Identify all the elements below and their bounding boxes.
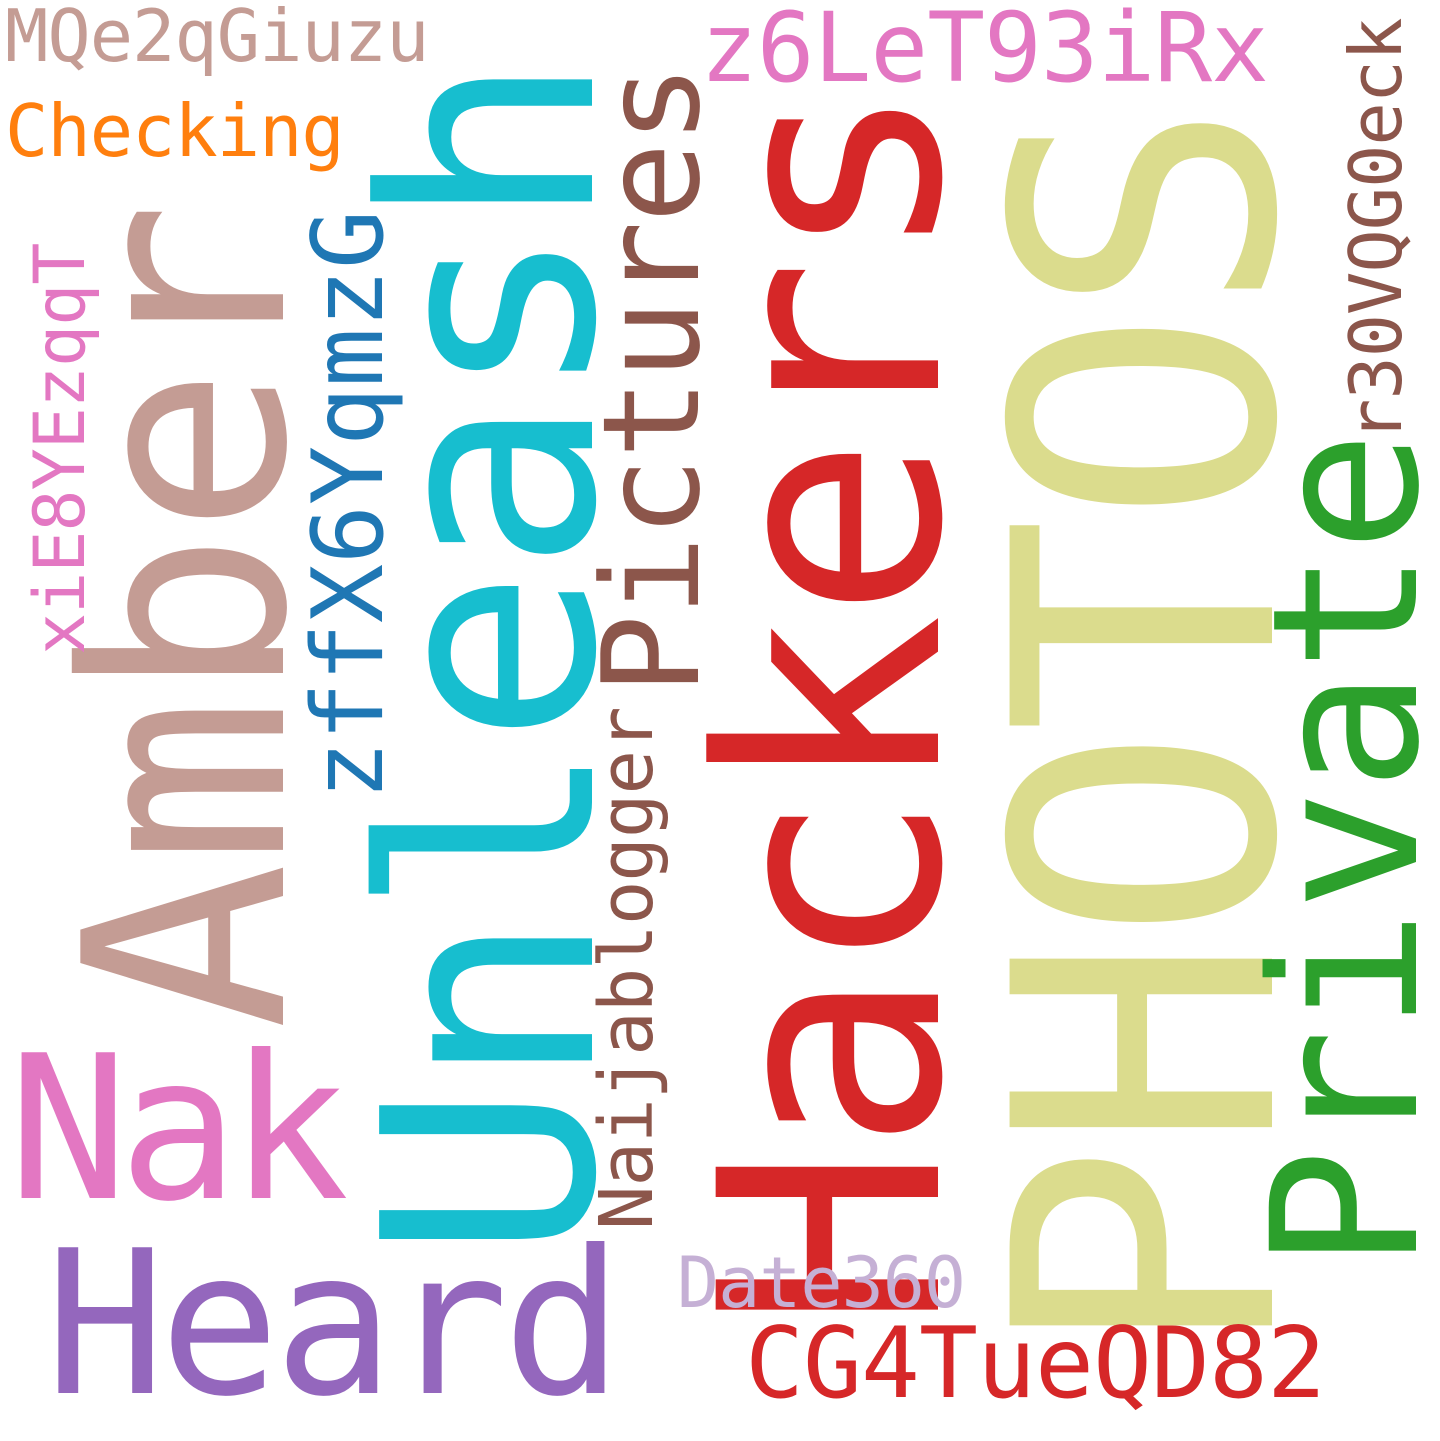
word-r30vqg0eck: r30VQG0eck xyxy=(1334,18,1418,442)
word-photos: PHOTOS xyxy=(938,107,1357,1360)
word-heard: Heard xyxy=(45,1208,623,1441)
word-z6let93irx: z6LeT93iRx xyxy=(700,0,1269,104)
word-checking: Checking xyxy=(5,89,345,173)
word-nak: Nak xyxy=(8,1013,349,1246)
word-mqe2qgiuzu: MQe2qGiuzu xyxy=(5,0,429,78)
word-cg4tueqd82: CG4TueQD82 xyxy=(745,1307,1326,1421)
word-private: Private xyxy=(1228,432,1440,1270)
word-naijablogger: Naijablogger xyxy=(584,707,670,1230)
word-zffx6yqmzg: zffX6YqmzG xyxy=(292,209,406,800)
word-xie8yezqqt: xiE8YEzqqT xyxy=(19,243,101,655)
word-date360: Date360 xyxy=(677,1242,966,1324)
word-pictures: Pictures xyxy=(574,65,730,695)
